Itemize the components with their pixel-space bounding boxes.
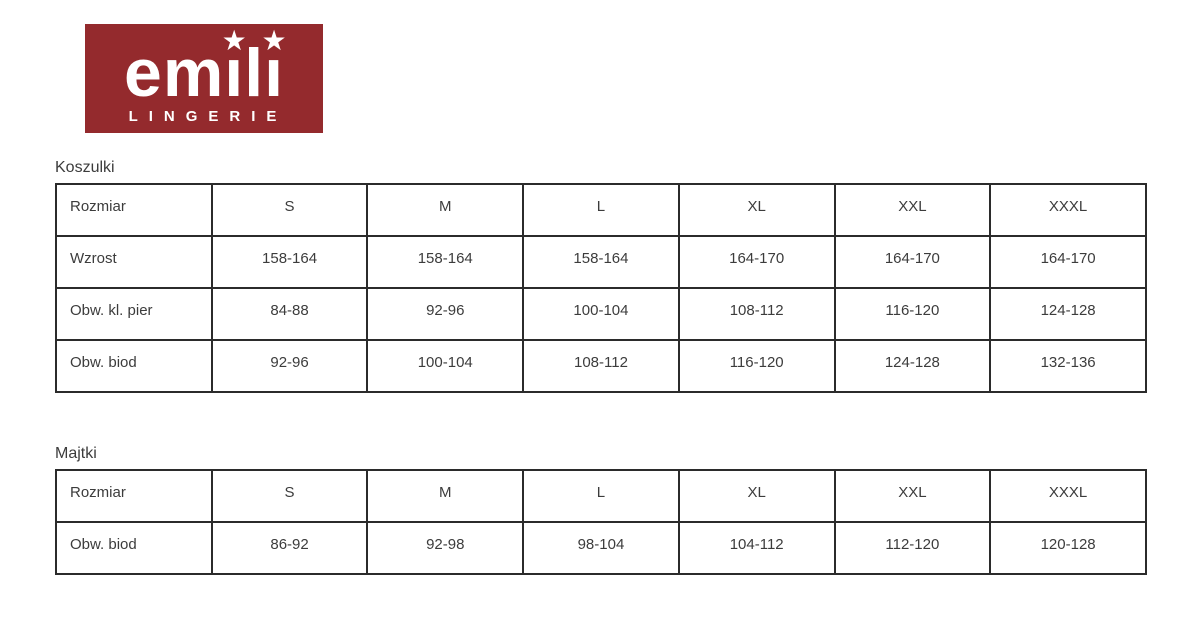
size-value-cell: 120-128 [989,521,1147,575]
size-value-cell: 98-104 [522,521,680,575]
section-majtki: Majtki Rozmiar S M L XL XXL XXXL Obw. bi… [55,444,1147,575]
brand-letter-l: l [244,35,265,111]
star-icon: ★ [261,25,287,56]
brand-letter-i1-glyph: ı [224,35,245,111]
size-value-cell: 92-96 [366,287,525,341]
brand-wordmark: emı ★ lı ★ [85,27,323,111]
section-koszulki: Koszulki Rozmiar S M L XL XXL XXXL Wzros… [55,158,1147,393]
table-title-koszulki: Koszulki [55,159,115,176]
measurement-label: Obw. kl. pier [55,287,213,341]
size-value-cell: 116-120 [677,339,836,393]
size-value-cell: 108-112 [522,339,680,393]
size-value-cell: 164-170 [677,235,836,289]
size-column-header: XXXL [989,469,1147,523]
table-row: Obw. biod 92-96 100-104 108-112 116-120 … [55,339,1147,393]
brand-letter-i2: ı ★ [261,27,286,108]
size-value-cell: 158-164 [366,235,525,289]
size-column-header: S [210,469,369,523]
brand-letter-i1: ı ★ [222,27,247,108]
size-value-cell: 124-128 [989,287,1147,341]
size-column-header: XXL [833,183,992,237]
brand-logo[interactable]: emı ★ lı ★ LINGERIE [85,24,323,133]
size-table-majtki: Rozmiar S M L XL XXL XXXL Obw. biod 86-9… [55,469,1147,575]
size-column-header: Rozmiar [55,469,213,523]
table-header-row: Rozmiar S M L XL XXL XXXL [55,469,1147,523]
size-column-header: XL [677,183,836,237]
measurement-label: Wzrost [55,235,213,289]
table-row: Obw. biod 86-92 92-98 98-104 104-112 112… [55,521,1147,575]
size-value-cell: 132-136 [989,339,1147,393]
table-title-majtki: Majtki [55,445,97,462]
size-value-cell: 84-88 [210,287,369,341]
measurement-label: Obw. biod [55,339,213,393]
size-value-cell: 104-112 [677,521,836,575]
star-icon: ★ [221,25,247,56]
size-column-header: M [366,469,525,523]
table-header-row: Rozmiar S M L XL XXL XXXL [55,183,1147,237]
brand-letter-i2-glyph: ı [264,35,284,111]
size-value-cell: 86-92 [210,521,369,575]
size-value-cell: 158-164 [210,235,369,289]
size-column-header: M [366,183,525,237]
size-value-cell: 92-98 [366,521,525,575]
size-column-header: Rozmiar [55,183,213,237]
size-column-header: S [210,183,369,237]
size-column-header: L [522,469,680,523]
table-row: Wzrost 158-164 158-164 158-164 164-170 1… [55,235,1147,289]
brand-letters-em: em [124,35,225,111]
size-value-cell: 100-104 [366,339,525,393]
size-value-cell: 158-164 [522,235,680,289]
size-table-koszulki: Rozmiar S M L XL XXL XXXL Wzrost 158-164… [55,183,1147,393]
size-value-cell: 112-120 [833,521,992,575]
size-value-cell: 108-112 [677,287,836,341]
size-column-header: L [522,183,680,237]
size-column-header: XXL [833,469,992,523]
size-value-cell: 92-96 [210,339,369,393]
size-value-cell: 164-170 [833,235,992,289]
size-value-cell: 100-104 [522,287,680,341]
brand-subtitle: LINGERIE [128,108,288,125]
size-column-header: XXXL [989,183,1147,237]
measurement-label: Obw. biod [55,521,213,575]
size-value-cell: 116-120 [833,287,992,341]
table-row: Obw. kl. pier 84-88 92-96 100-104 108-11… [55,287,1147,341]
size-column-header: XL [677,469,836,523]
size-value-cell: 124-128 [833,339,992,393]
size-value-cell: 164-170 [989,235,1147,289]
